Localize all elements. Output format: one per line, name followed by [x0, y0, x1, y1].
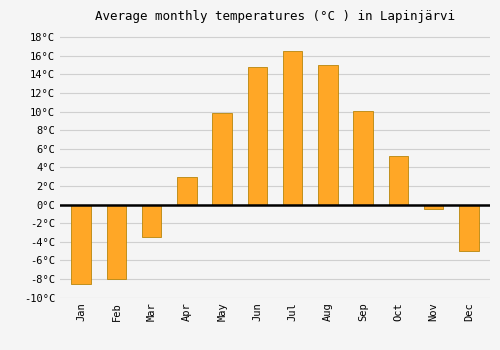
Bar [424, 204, 444, 209]
Bar [177, 177, 197, 204]
Bar [212, 113, 232, 204]
Bar [388, 156, 408, 204]
Bar [283, 51, 302, 204]
Bar [459, 204, 478, 251]
Bar [106, 204, 126, 279]
Title: Average monthly temperatures (°C ) in Lapinjärvi: Average monthly temperatures (°C ) in La… [95, 10, 455, 23]
Bar [318, 65, 338, 204]
Bar [72, 204, 91, 284]
Bar [142, 204, 162, 237]
Bar [354, 111, 373, 204]
Bar [248, 67, 267, 204]
